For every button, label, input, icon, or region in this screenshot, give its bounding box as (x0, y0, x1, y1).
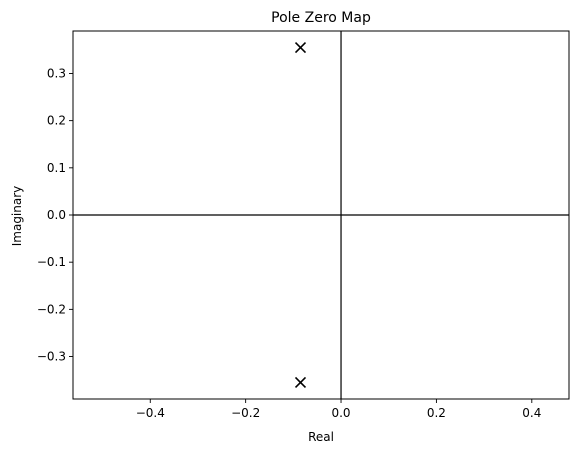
y-tick-label-1: 0.2 (47, 114, 66, 128)
chart-title: Pole Zero Map (271, 10, 371, 26)
y-tick-label-3: 0.0 (47, 208, 66, 222)
x-tick-label-0: −0.4 (136, 406, 165, 420)
x-tick-label-1: −0.2 (231, 406, 260, 420)
x-axis-label: Real (308, 430, 334, 444)
y-tick-label-0: 0.3 (47, 66, 66, 80)
x-tick-label-4: 0.4 (522, 406, 541, 420)
plot-area: −0.4 −0.2 0.0 0.2 0.4 0.3 0.2 0.1 0.0 −0.1 −0.2 −0.… (37, 30, 570, 420)
y-axis-label: Imaginary (10, 186, 24, 247)
y-tick-label-2: 0.1 (47, 161, 66, 175)
y-tick-label-4: −0.1 (37, 255, 66, 269)
x-tick-label-2: 0.0 (331, 406, 350, 420)
pole-marker-0 (294, 41, 307, 54)
y-tick-label-5: −0.2 (37, 302, 66, 316)
x-tick-label-3: 0.2 (427, 406, 446, 420)
y-tick-label-6: −0.3 (37, 350, 66, 364)
plot-frame (72, 30, 570, 400)
pole-marker-1 (294, 376, 307, 389)
